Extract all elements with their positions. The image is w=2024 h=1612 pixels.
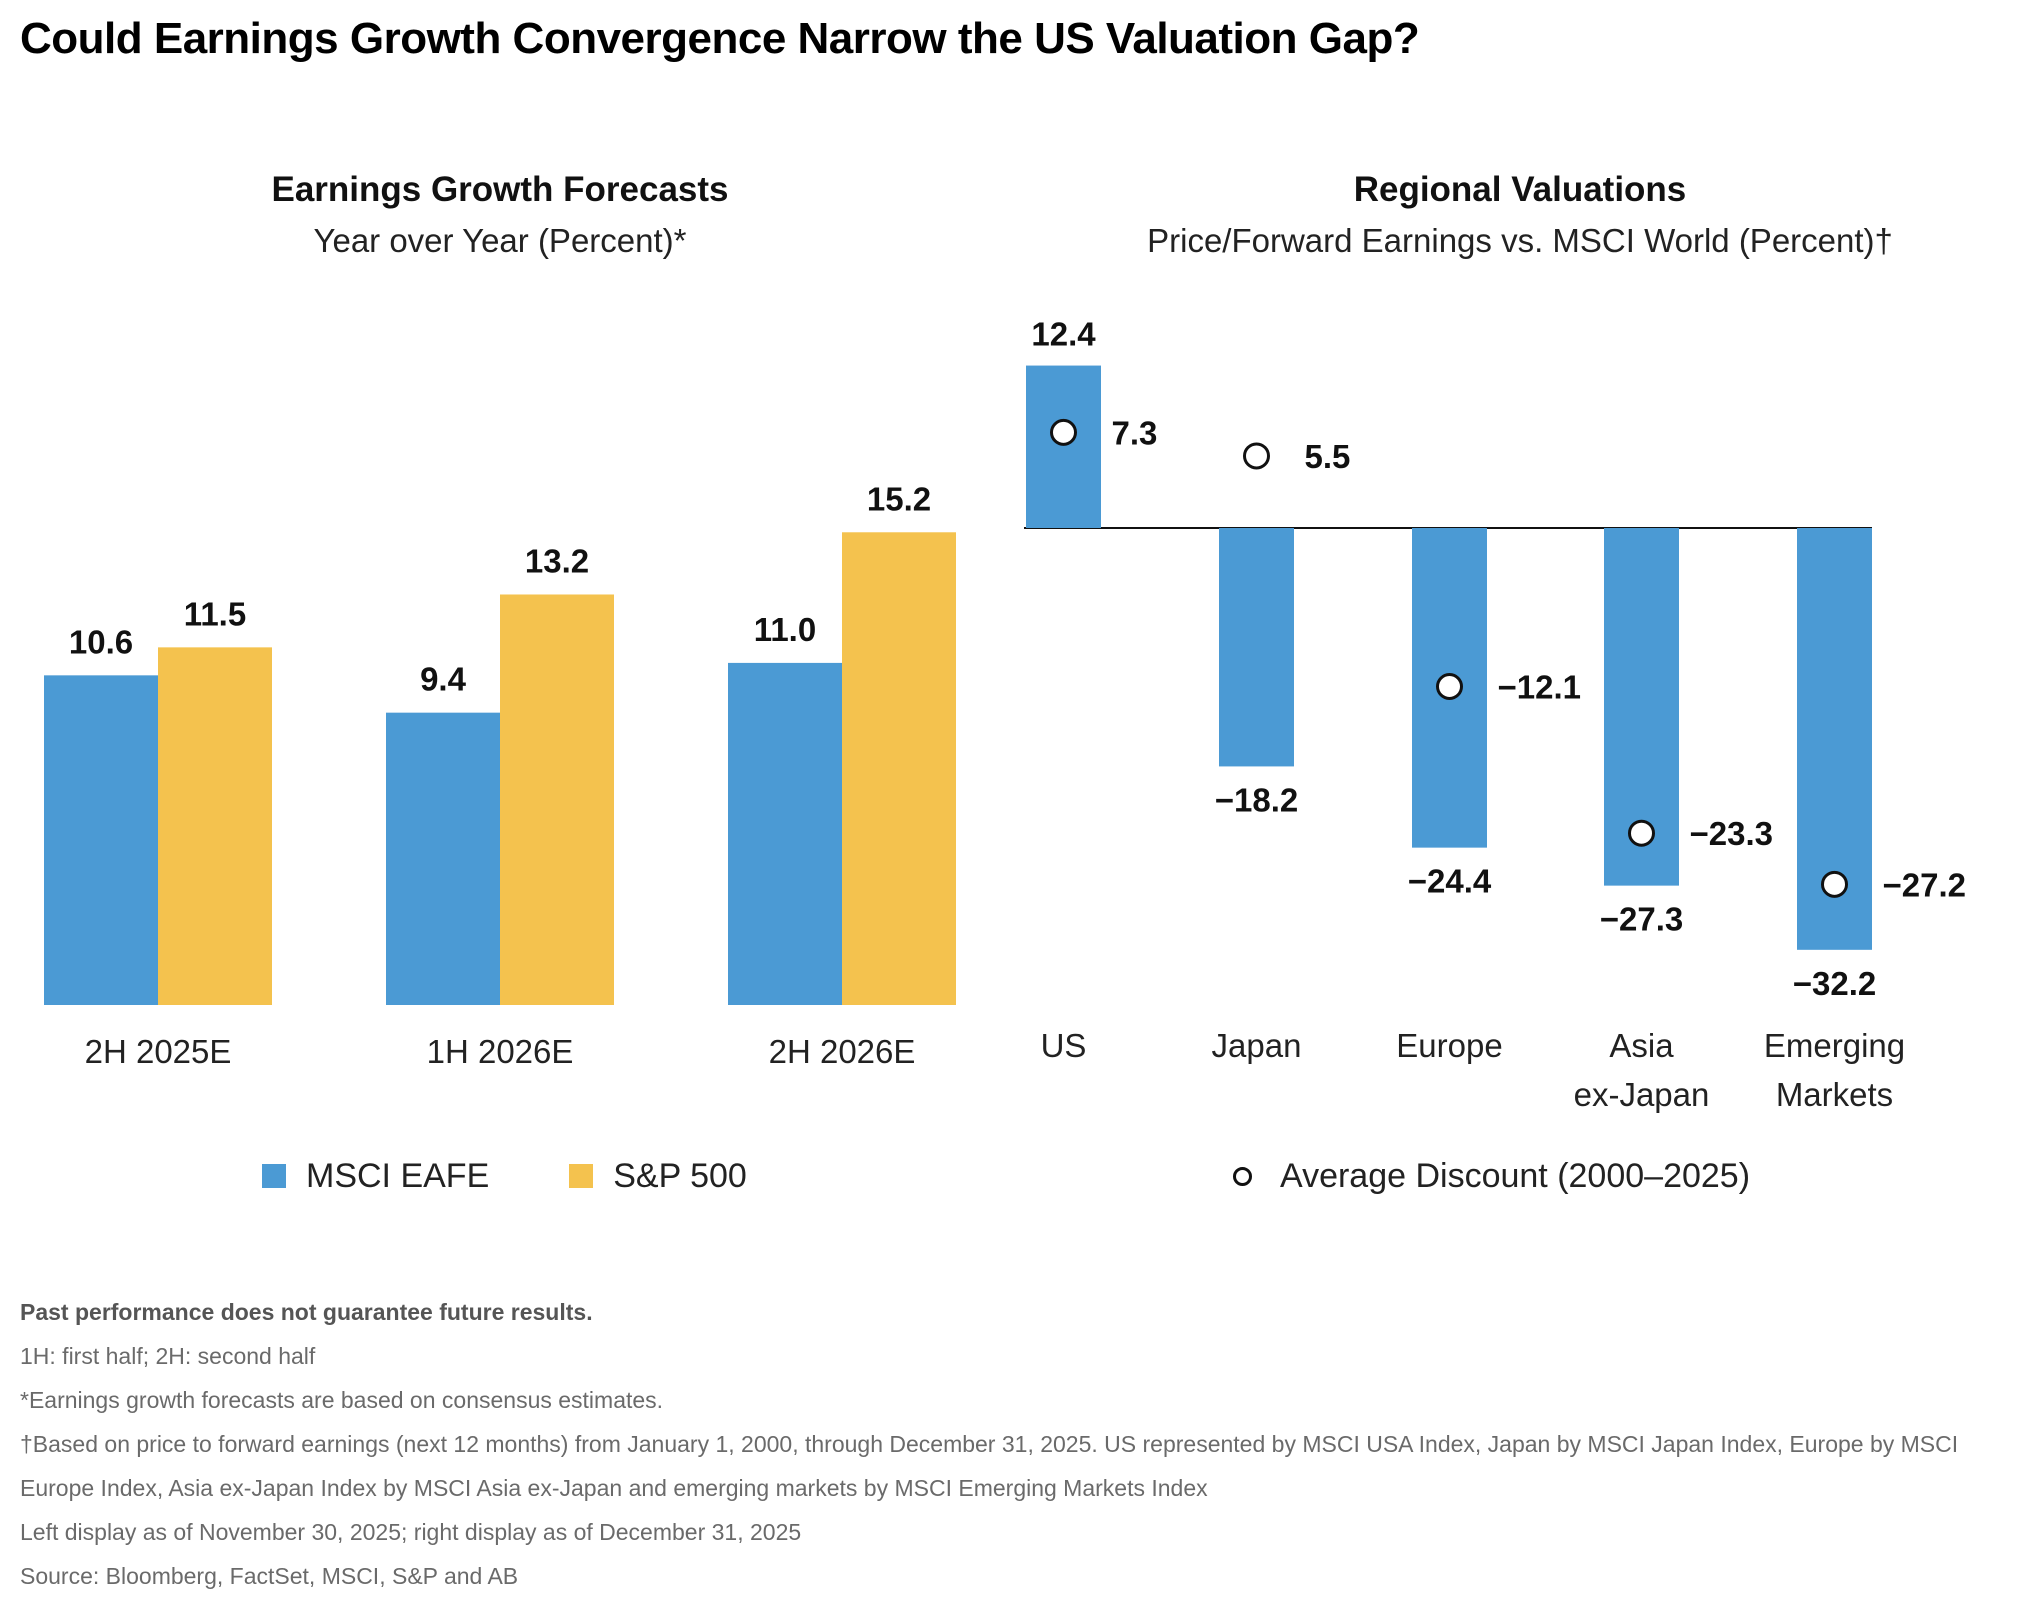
legend-label-average-discount: Average Discount (2000–2025) <box>1280 1156 1751 1195</box>
legend-swatch-sp500 <box>569 1164 594 1188</box>
avg-marker-japan <box>1243 442 1270 470</box>
x-tick-label-1h-2026e: 1H 2026E <box>427 1033 574 1070</box>
x-tick-label-asia-ex-japan-line-2: ex-Japan <box>1574 1076 1710 1113</box>
avg-label-us: 7.3 <box>1112 414 1158 451</box>
avg-marker-emerging-markets <box>1821 870 1848 898</box>
x-tick-label-europe: Europe <box>1396 1027 1502 1064</box>
data-label-asia-ex-japan: −27.3 <box>1600 901 1684 938</box>
x-tick-label-emerging-markets-line-1: Emerging <box>1764 1027 1905 1064</box>
bar-msci-eafe-1h-2026e <box>386 712 500 1005</box>
data-label-s-p-500-2h-2026e: 15.2 <box>867 480 931 517</box>
bar-s-p-500-1h-2026e <box>500 594 614 1005</box>
avg-label-japan: 5.5 <box>1305 438 1351 475</box>
disclaimer-note: Past performance does not guarantee futu… <box>20 1299 593 1325</box>
x-tick-label-us: US <box>1041 1027 1087 1064</box>
left-chart-header: Earnings Growth Forecasts Year over Year… <box>100 170 900 260</box>
data-label-s-p-500-1h-2026e: 13.2 <box>525 542 589 579</box>
legend-item-average-discount: Average Discount (2000–2025) <box>1233 1157 1750 1196</box>
avg-label-europe: −12.1 <box>1498 669 1582 706</box>
data-label-msci-eafe-2h-2025e: 10.6 <box>69 623 133 660</box>
bar-us <box>1026 365 1101 528</box>
left-chart-subtitle: Year over Year (Percent)* <box>313 222 687 259</box>
avg-label-emerging-markets: −27.2 <box>1883 866 1967 903</box>
data-label-japan: −18.2 <box>1215 781 1299 818</box>
x-tick-label-emerging-markets-line-2: Markets <box>1776 1076 1893 1113</box>
left-chart-legend: MSCI EAFE S&P 500 <box>262 1156 827 1196</box>
right-chart-subtitle: Price/Forward Earnings vs. MSCI World (P… <box>1147 222 1893 259</box>
bar-msci-eafe-2h-2026e <box>728 662 842 1005</box>
charts-canvas: 10.6 11.5 2H 2025E 9.4 13.2 1H 2026E 11.0 15.2 2… <box>44 316 1967 1113</box>
left-chart-title: Earnings Growth Forecasts <box>271 170 729 209</box>
bar-msci-eafe-2h-2025e <box>44 675 158 1005</box>
valuation-note: †Based on price to forward earnings (nex… <box>20 1431 1959 1501</box>
data-label-msci-eafe-1h-2026e: 9.4 <box>420 661 467 698</box>
forecast-note: *Earnings growth forecasts are based on … <box>20 1387 664 1413</box>
footnotes: Past performance does not guarantee futu… <box>20 1290 2010 1598</box>
bar-s-p-500-2h-2025e <box>158 647 272 1005</box>
source-note: Source: Bloomberg, FactSet, MSCI, S&P an… <box>20 1563 519 1589</box>
right-chart-legend: Average Discount (2000–2025) <box>1233 1156 1830 1196</box>
data-label-emerging-markets: −32.2 <box>1793 965 1877 1002</box>
legend-item-sp500: S&P 500 <box>569 1157 747 1196</box>
data-label-europe: −24.4 <box>1408 863 1492 900</box>
bar-japan <box>1219 528 1294 767</box>
x-tick-label-2h-2025e: 2H 2025E <box>85 1033 232 1070</box>
legend-label-msci-eafe: MSCI EAFE <box>306 1156 490 1195</box>
page-title: Could Earnings Growth Convergence Narrow… <box>20 14 1420 63</box>
bar-s-p-500-2h-2026e <box>842 532 956 1005</box>
abbreviation-note: 1H: first half; 2H: second half <box>20 1343 316 1369</box>
legend-item-msci-eafe: MSCI EAFE <box>262 1157 489 1196</box>
data-label-s-p-500-2h-2025e: 11.5 <box>184 595 246 632</box>
avg-marker-asia-ex-japan <box>1628 819 1655 847</box>
data-label-us: 12.4 <box>1031 316 1096 353</box>
right-chart-title: Regional Valuations <box>1353 170 1687 209</box>
legend-marker-average-discount <box>1233 1166 1252 1186</box>
legend-swatch-msci-eafe <box>262 1164 286 1188</box>
avg-marker-us <box>1050 418 1077 446</box>
x-tick-label-2h-2026e: 2H 2026E <box>769 1033 916 1070</box>
avg-label-asia-ex-japan: −23.3 <box>1690 815 1774 852</box>
legend-label-sp500: S&P 500 <box>613 1156 747 1195</box>
x-tick-label-japan: Japan <box>1212 1027 1302 1064</box>
right-chart-header: Regional Valuations Price/Forward Earnin… <box>1020 170 2020 260</box>
dates-note: Left display as of November 30, 2025; ri… <box>20 1519 802 1545</box>
data-label-msci-eafe-2h-2026e: 11.0 <box>754 611 816 648</box>
avg-marker-europe <box>1436 673 1463 701</box>
x-tick-label-asia-ex-japan-line-1: Asia <box>1609 1027 1674 1064</box>
